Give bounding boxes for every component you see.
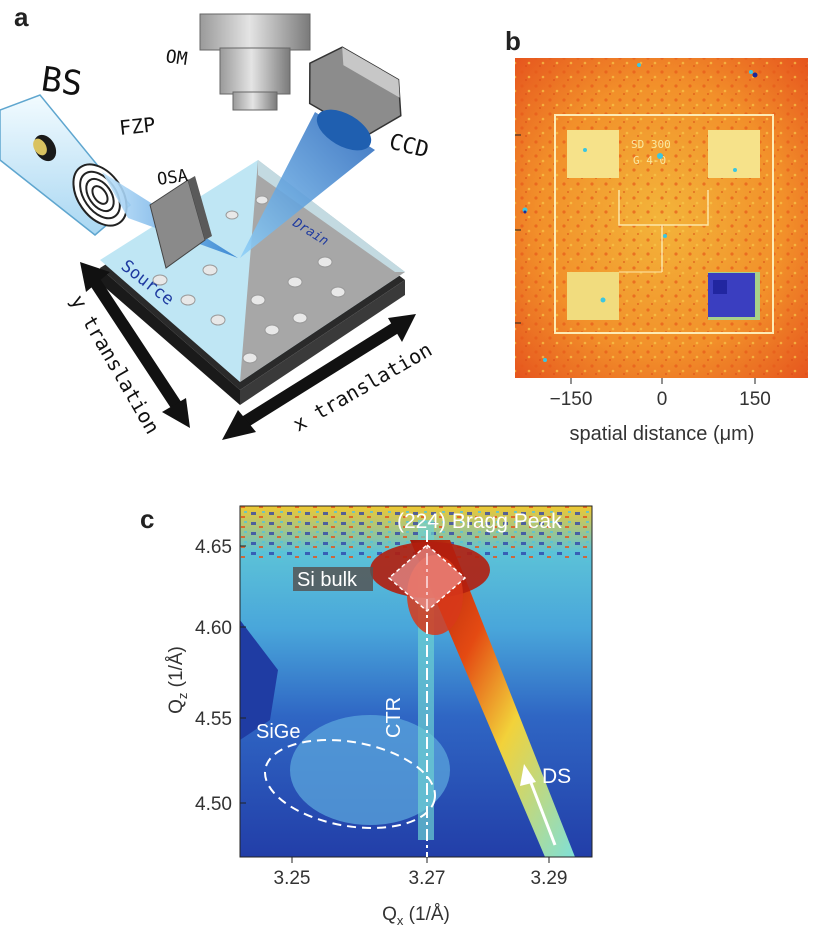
label-si-bulk: Si bulk — [297, 569, 358, 591]
c-y-label: Qz (1/Å) — [166, 646, 190, 714]
panel-a-schematic: BS OM FZP OSA CCD Drain Source y transla… — [0, 13, 436, 440]
map-speckles — [522, 63, 753, 362]
panel-b-letter: b — [505, 26, 521, 56]
label-fzp: FZP — [118, 112, 156, 140]
c-x-tick-1: 3.25 — [274, 868, 311, 889]
pad-top-left — [567, 130, 619, 178]
c-y-tick-3: 4.55 — [195, 709, 232, 730]
map-x-tick-3: 150 — [739, 389, 771, 410]
chip-outline — [554, 114, 774, 334]
panel-b-map: SD 300 G 4-0 −150 0 150 spatial distance… — [515, 58, 808, 445]
map-x-tick-2: 0 — [657, 389, 668, 410]
pad-blue-square — [708, 273, 755, 317]
sige-ellipse — [263, 739, 437, 829]
label-bs: BS — [39, 59, 85, 104]
c-y-tick-4: 4.50 — [195, 794, 232, 815]
panel-a-letter: a — [14, 2, 29, 32]
map-x-tick-1: −150 — [550, 389, 593, 410]
label-bragg-peak: (224) Bragg Peak — [397, 510, 562, 533]
bragg-diamond — [387, 544, 467, 612]
label-sige: SiGe — [256, 721, 300, 743]
panel-c-reciprocal-map: (224) Bragg Peak Si bulk CTR SiGe DS 4.6… — [166, 505, 593, 928]
label-ccd: CCD — [387, 130, 432, 164]
c-y-tick-2: 4.60 — [195, 618, 232, 639]
label-om: OM — [164, 46, 189, 70]
label-ctr: CTR — [383, 697, 405, 738]
panel-c-letter: c — [140, 504, 155, 534]
x-translation-arrow — [222, 314, 416, 440]
c-x-tick-3: 3.29 — [531, 868, 568, 889]
label-osa: OSA — [156, 166, 189, 190]
c-x-label: Qx (1/Å) — [382, 904, 450, 928]
om-objective — [199, 13, 311, 111]
y-translation-arrow — [80, 262, 190, 428]
pad-bottom-left — [567, 272, 619, 320]
scatter-beam — [240, 112, 375, 258]
label-ds: DS — [542, 765, 571, 788]
c-x-tick-2: 3.27 — [409, 868, 446, 889]
map-x-label: spatial distance (μm) — [570, 423, 755, 445]
c-y-tick-1: 4.65 — [195, 537, 232, 558]
chip-label-1: SD 300 — [631, 138, 671, 151]
ds-arrow — [526, 774, 557, 846]
